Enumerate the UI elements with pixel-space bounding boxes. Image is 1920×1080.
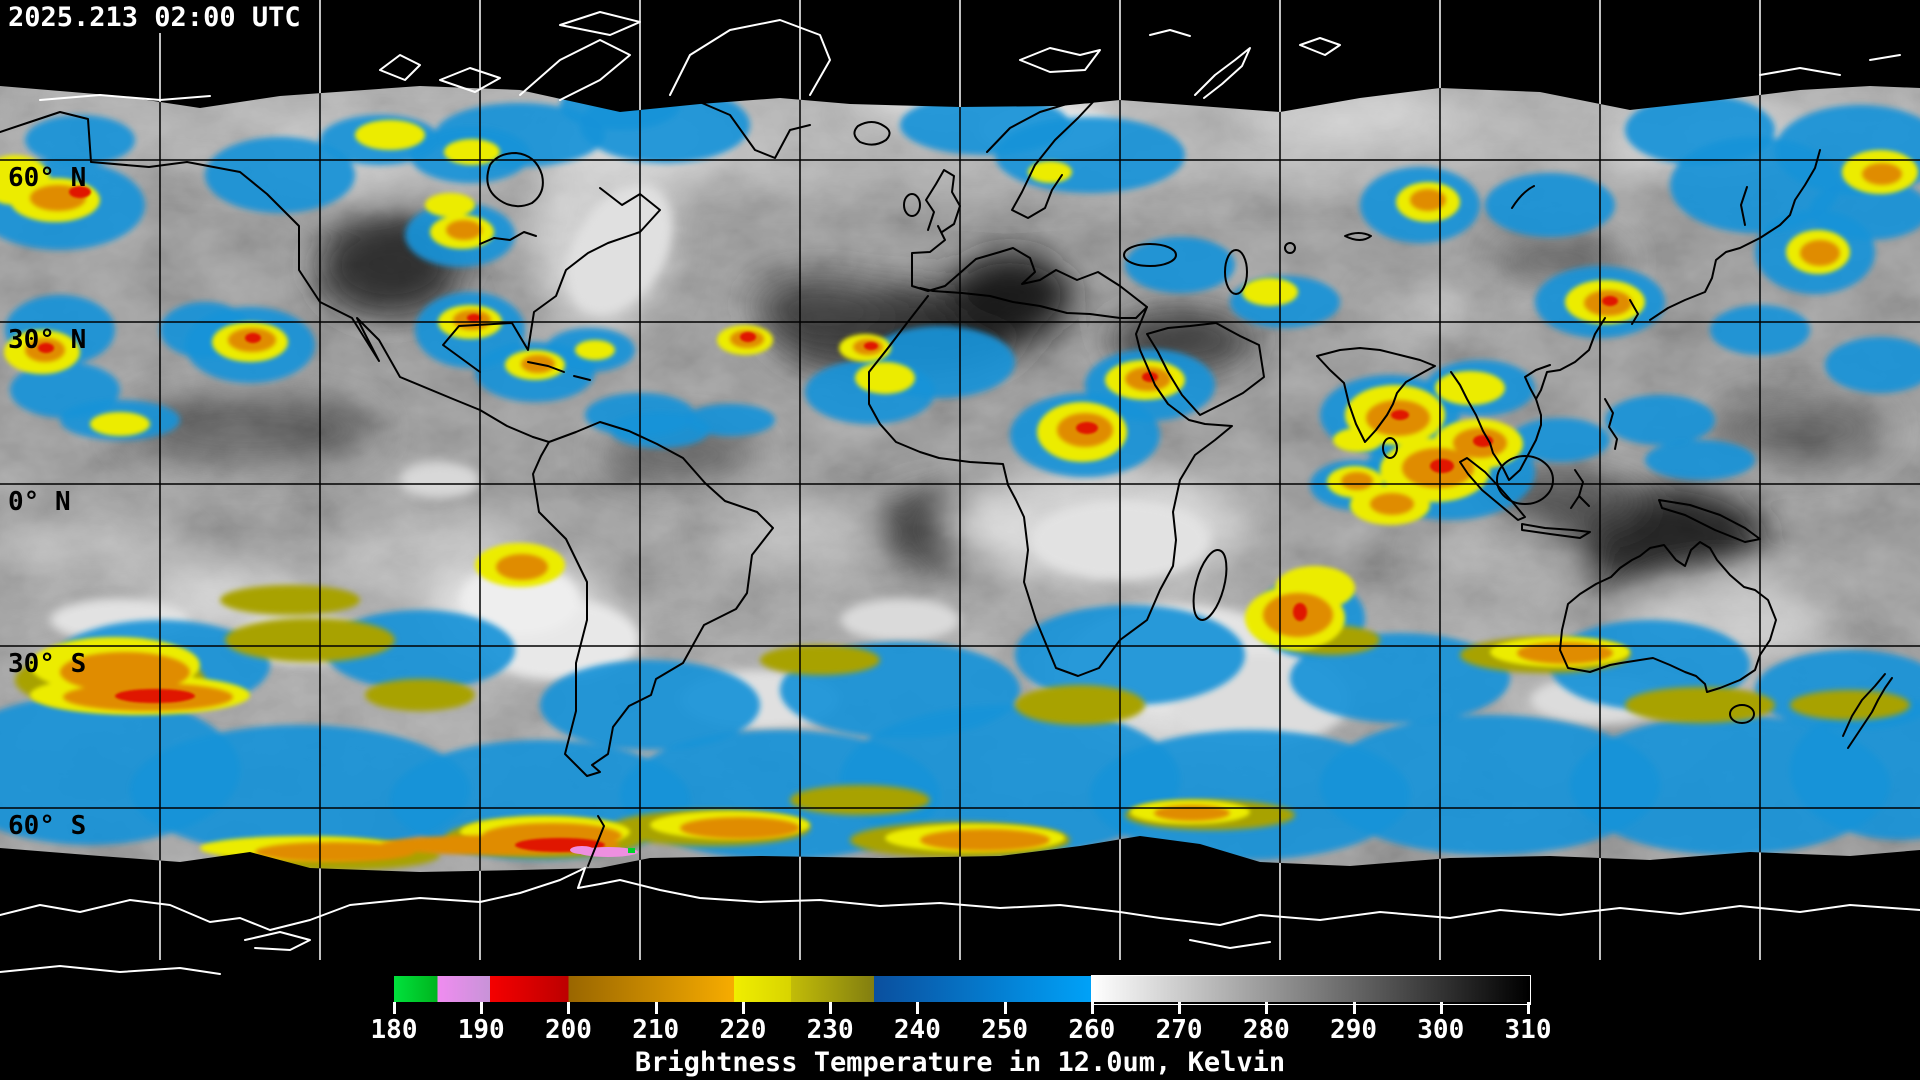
colorbar-tick-label: 180 bbox=[370, 1015, 418, 1045]
colorbar-tick-label: 310 bbox=[1504, 1015, 1552, 1045]
colorbar-tick-label: 250 bbox=[981, 1015, 1029, 1045]
colorbar-tick-label: 280 bbox=[1242, 1015, 1290, 1045]
colorbar-tick-label: 300 bbox=[1417, 1015, 1465, 1045]
colorbar-tick bbox=[829, 1002, 833, 1014]
colorbar-tick-label: 260 bbox=[1068, 1015, 1116, 1045]
timestamp-group: 2025.213 02:00 UTC bbox=[0, 0, 301, 33]
colorbar-tick bbox=[1265, 1002, 1269, 1014]
colorbar-ticks: 180 190 200 210 220 230 240 250 260 270 280 290 300 3… bbox=[371, 1002, 1551, 1052]
colorbar-tick-label: 270 bbox=[1155, 1015, 1203, 1045]
colorbar-tick bbox=[1003, 1002, 1007, 1014]
latitude-labels: 60° N 30° N 0° N 30° S 60° S bbox=[8, 163, 86, 841]
colorbar-tick-label: 240 bbox=[893, 1015, 941, 1045]
colorbar-tick bbox=[741, 1002, 745, 1014]
colorbar-tick bbox=[1439, 1002, 1443, 1014]
colorbar-tick-label: 290 bbox=[1330, 1015, 1378, 1045]
colorbar-tick bbox=[1352, 1002, 1356, 1014]
cloud-layer-red bbox=[38, 186, 1618, 852]
global-ir-map: 60° N 30° N 0° N 30° S 60° S 2025.213 02… bbox=[0, 0, 1920, 975]
coastlines-black bbox=[0, 95, 1893, 867]
colorbar-tick-label: 230 bbox=[806, 1015, 854, 1045]
colorbar-tick-label: 210 bbox=[632, 1015, 680, 1045]
colorbar-area: 180 190 200 210 220 230 240 250 260 270 280 290 300 3… bbox=[0, 975, 1920, 1080]
colorbar-tick bbox=[916, 1002, 920, 1014]
colorbar-tick bbox=[654, 1002, 658, 1014]
lat-label-30s: 30° S bbox=[8, 649, 86, 679]
lat-label-30n: 30° N bbox=[8, 325, 86, 355]
colorbar-tick-label: 200 bbox=[544, 1015, 592, 1045]
colorbar-tick bbox=[567, 1002, 571, 1014]
timestamp: 2025.213 02:00 UTC bbox=[8, 2, 301, 33]
lat-label-0n: 0° N bbox=[8, 487, 71, 517]
colorbar-tick bbox=[1090, 1002, 1094, 1014]
colorbar-tick bbox=[480, 1002, 484, 1014]
colorbar-tick-label: 190 bbox=[457, 1015, 505, 1045]
lat-label-60n: 60° N bbox=[8, 163, 86, 193]
colorbar-tick-label: 220 bbox=[719, 1015, 767, 1045]
colorbar-tick bbox=[1178, 1002, 1182, 1014]
colorbar-tick bbox=[1527, 1002, 1530, 1014]
colorbar-tick bbox=[393, 1002, 396, 1014]
coastlines-white bbox=[0, 11, 1920, 975]
ir-composite-canvas: 60° N 30° N 0° N 30° S 60° S 2025.213 02… bbox=[0, 0, 1920, 975]
lat-label-60s: 60° S bbox=[8, 811, 86, 841]
colorbar-gradient bbox=[394, 976, 1528, 1002]
colorbar-title: Brightness Temperature in 12.0um, Kelvin bbox=[634, 1047, 1286, 1078]
graticule-data bbox=[0, 0, 1920, 975]
